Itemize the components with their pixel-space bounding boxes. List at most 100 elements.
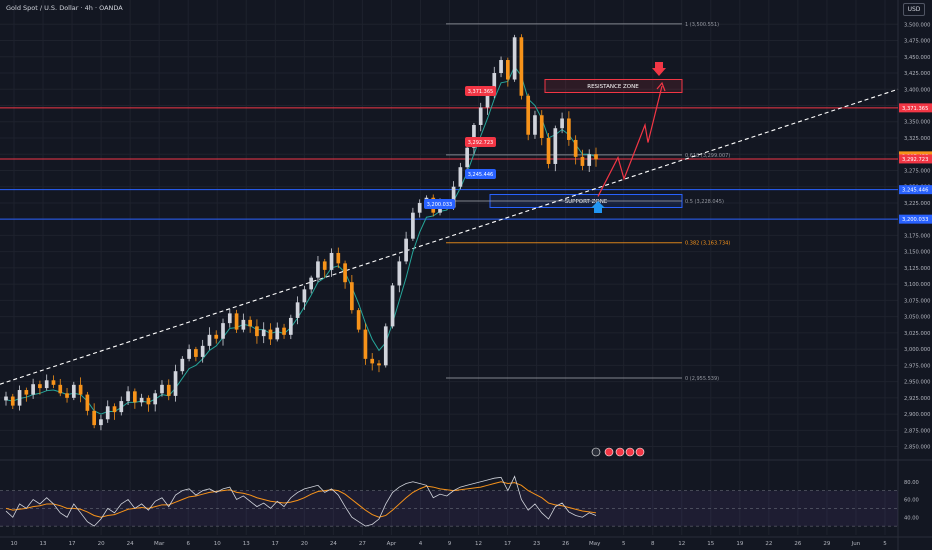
projection-line [597,85,663,197]
time-tick-label: 6 [186,541,190,547]
candle-body [539,115,544,138]
time-tick-label: 12 [475,541,482,547]
time-tick-label: 10 [11,541,18,547]
dashed-trendline [0,88,899,385]
fib-label: 1 (3,500.551) [685,22,719,28]
price-scale-tag-label: 3,371.365 [902,106,928,112]
time-tick-label: 5 [883,541,887,547]
candle-body [207,334,212,346]
candle-body [580,156,585,166]
time-tick-label: 22 [765,541,772,547]
candle-body [472,124,476,148]
chart-title: Gold Spot / U.S. Dollar · 4h · OANDA [6,4,123,12]
price-tick-label: 2,925.000 [904,396,930,402]
price-tick-label: 2,950.000 [904,380,930,386]
price-tick-label: 2,850.000 [904,445,930,451]
candle-body [153,393,158,405]
candle-body [322,261,327,270]
candle-body [350,282,354,311]
candle-body [397,261,402,286]
level-badge-label: 3,371.365 [468,89,493,95]
event-icons [591,447,645,457]
price-tick-label: 3,025.000 [904,331,930,337]
candle-body [302,289,307,303]
event-flag-icon [604,447,614,457]
level-badge [465,169,496,179]
level-badges: 3,371.365 3,292.723 3,245.446 3,200.033 [424,86,496,209]
price-tick-label: 3,350.000 [904,120,930,126]
candle-body [227,313,232,324]
candle-body [288,317,293,335]
price-scale-tag [899,154,932,164]
candle-body [234,313,239,330]
time-tick-label: 26 [562,541,569,547]
candle-body [417,202,422,213]
level-badge-label: 3,292.723 [468,140,493,146]
candle-body [282,327,286,335]
time-tick-label: 24 [330,541,337,547]
candle-body [519,37,524,96]
event-flag-icon [615,447,625,457]
candle-body [377,363,381,366]
candle-body [512,37,517,80]
time-tick-label: 5 [622,541,626,547]
rsi-tick-label: 60.00 [904,498,919,504]
price-tick-label: 3,425.000 [904,71,930,77]
time-tick-label: 24 [127,541,134,547]
candle-body [51,380,56,385]
candle-body [309,277,314,290]
price-tick-label: 3,325.000 [904,136,930,142]
price-scale-tag-label: 3,200.033 [902,217,928,223]
candle-body [533,115,537,135]
resistance-zone [544,79,683,94]
price-tick-label: 2,875.000 [904,428,930,434]
candle-body [505,60,510,80]
candle-body [187,349,191,359]
candle-body [126,391,130,402]
level-badge [424,199,455,209]
time-tick-label: 15 [707,541,714,547]
time-tick-label: 13 [243,541,250,547]
level-badge-label: 3,245.446 [468,172,493,178]
candle-body [567,118,571,140]
candle-body [214,334,219,339]
time-tick-label: 17 [69,541,76,547]
candle-body [146,397,151,405]
price-scale-tag [899,103,932,113]
price-scale-tag-label: 3,245.446 [902,188,928,194]
candle-body [383,326,388,366]
time-tick-label: 29 [823,541,830,547]
time-tick-label: 23 [533,541,540,547]
candle-body [200,345,205,357]
candle-body [411,212,415,239]
rsi-tick-label: 40.00 [904,515,919,521]
candle-body [194,349,198,357]
candle-body [160,384,164,394]
currency-button[interactable]: USD [903,3,925,16]
time-tick-label: 13 [40,541,47,547]
time-tick-label: 20 [301,541,308,547]
rsi-tick-label: 80.00 [904,480,919,486]
resistance-zone-label: RESISTANCE ZONE [587,84,639,90]
levels [0,107,898,220]
time-tick-label: 8 [651,541,655,547]
moving-average [5,65,597,415]
price-tick-label: 3,275.000 [904,168,930,174]
candle-body [336,252,341,264]
time-tick-label: 10 [214,541,221,547]
candle-body [390,285,395,327]
price-scale-tag [899,214,932,224]
candle-body [71,384,76,398]
candle-body [573,139,578,157]
time-tick-label: 27 [359,541,366,547]
time-tick-label: 19 [736,541,743,547]
candle-body [363,329,368,359]
time-tick-label: Apr [387,541,397,547]
price-tick-label: 3,100.000 [904,282,930,288]
price-tick-label: 3,000.000 [904,347,930,353]
candle-body [478,107,483,125]
candle-body [31,384,35,395]
candle-body [241,319,246,330]
